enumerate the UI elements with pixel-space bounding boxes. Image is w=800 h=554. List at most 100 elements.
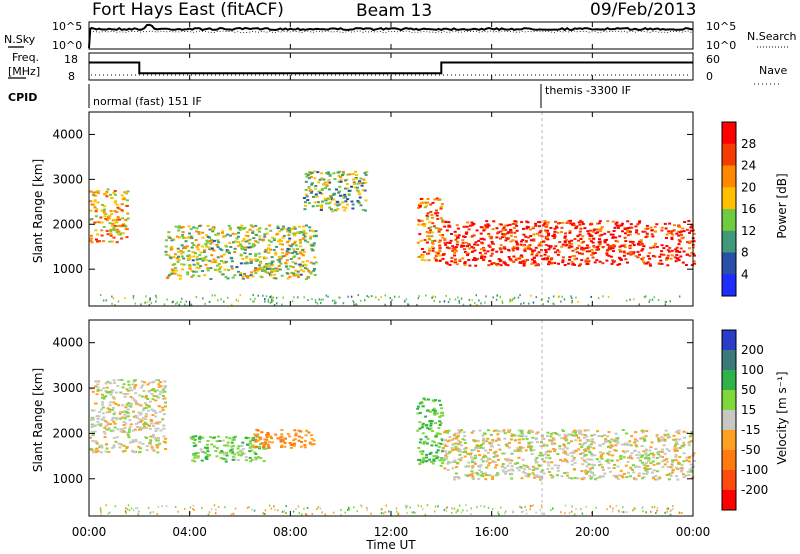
ground-scatter-cell [638, 303, 640, 306]
ground-scatter-cell [542, 303, 544, 306]
echo-cell [146, 383, 150, 386]
echo-cell [301, 249, 305, 252]
echo-cell [536, 441, 539, 444]
y-tick-label: 3000 [52, 172, 83, 186]
echo-cell [318, 191, 322, 194]
echo-cell [534, 458, 538, 461]
ground-scatter-cell [522, 510, 524, 513]
echo-cell [108, 401, 112, 404]
echo-cell [177, 250, 181, 253]
echo-cell [611, 236, 615, 239]
echo-cell [561, 261, 565, 264]
echo-cell [327, 188, 331, 191]
echo-cell [547, 234, 550, 237]
echo-cell [504, 443, 508, 446]
echo-cell [509, 259, 513, 262]
echo-cell [434, 444, 438, 447]
echo-cell [519, 446, 522, 449]
echo-cell [435, 197, 439, 200]
echo-cell [507, 231, 511, 234]
echo-cell [692, 460, 696, 462]
echo-cell [292, 443, 296, 445]
echo-cell [438, 432, 442, 435]
echo-cell [229, 234, 232, 237]
echo-cell [629, 454, 633, 457]
echo-cell [241, 448, 245, 451]
echo-cell [622, 456, 626, 459]
echo-cell [291, 243, 295, 246]
echo-cell [210, 254, 214, 257]
ground-scatter-cell [425, 294, 427, 297]
echo-cell [642, 472, 645, 475]
echo-cell [419, 438, 423, 441]
echo-cell [444, 454, 448, 457]
echo-cell [601, 262, 605, 265]
y-tick-label: 2000 [52, 217, 83, 231]
echo-cell [151, 414, 155, 416]
echo-cell [538, 454, 542, 457]
echo-cell [148, 427, 152, 430]
echo-cell [678, 455, 682, 458]
echo-cell [427, 252, 431, 255]
ground-scatter-cell [587, 303, 589, 306]
echo-cell [632, 464, 635, 467]
echo-cell [643, 464, 647, 467]
echo-cell [123, 413, 127, 416]
echo-cell [530, 258, 534, 261]
echo-cell [110, 196, 114, 199]
echo-cell [481, 442, 485, 445]
ground-scatter-cell [311, 513, 313, 515]
echo-cell [105, 386, 109, 389]
x-tick-label: 08:00 [273, 525, 308, 539]
echo-cell [109, 423, 112, 426]
echo-cell [511, 239, 515, 242]
echo-cell [663, 222, 667, 225]
echo-cell [494, 450, 498, 453]
echo-cell [483, 227, 487, 230]
echo-cell [566, 453, 570, 456]
echo-cell [425, 460, 429, 463]
ground-scatter-cell [432, 295, 434, 298]
ground-scatter-cell [163, 303, 166, 306]
echo-cell [680, 237, 684, 240]
echo-cell [598, 451, 602, 454]
echo-cell [239, 454, 243, 457]
echo-cell [551, 235, 555, 237]
echo-cell [666, 264, 670, 267]
echo-cell [463, 455, 467, 458]
ground-scatter-cell [418, 295, 420, 298]
echo-cell [103, 426, 107, 429]
echo-cell [540, 235, 544, 238]
echo-cell [526, 226, 530, 229]
echo-cell [665, 458, 669, 461]
ground-scatter-cell [651, 506, 653, 509]
echo-cell [114, 221, 118, 224]
ground-scatter-cell [457, 296, 459, 299]
ground-scatter-cell [124, 510, 127, 513]
ground-scatter-cell [535, 296, 537, 299]
ground-scatter-cell [320, 301, 322, 304]
echo-cell [216, 232, 220, 235]
echo-cell [547, 263, 550, 266]
echo-cell [294, 434, 298, 437]
echo-cell [285, 230, 289, 233]
echo-cell [148, 424, 151, 427]
echo-cell [276, 258, 280, 261]
echo-cell [552, 247, 556, 250]
echo-cell [419, 201, 423, 204]
echo-cell [219, 457, 223, 460]
echo-cell [580, 246, 584, 249]
echo-cell [522, 244, 525, 247]
echo-cell [192, 263, 196, 266]
echo-cell [554, 448, 557, 451]
echo-cell [566, 461, 570, 464]
echo-cell [302, 231, 306, 234]
echo-cell [336, 208, 340, 210]
echo-cell [331, 210, 335, 213]
echo-cell [431, 240, 435, 242]
ground-scatter-cell [307, 299, 309, 302]
echo-cell [614, 432, 618, 435]
echo-cell [424, 415, 428, 418]
ground-scatter-cell [306, 507, 309, 509]
echo-cell [587, 246, 591, 249]
